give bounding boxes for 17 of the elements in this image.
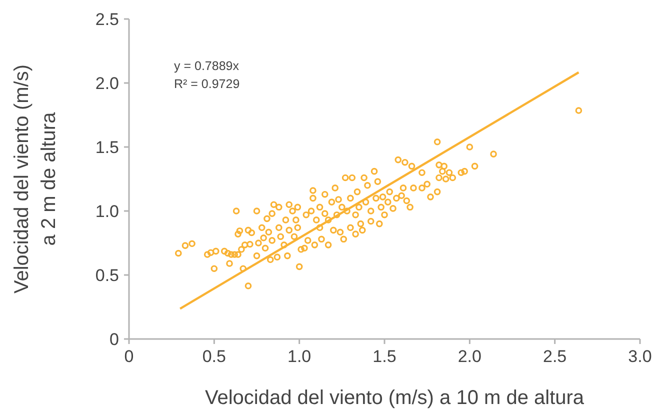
y-tick-label: 2.5 [95, 10, 119, 29]
y-tick-label: 1.5 [95, 138, 119, 157]
x-tick-label: 0.5 [202, 347, 226, 366]
y-tick-label: 0.5 [95, 266, 119, 285]
y-tick-label: 1.0 [95, 202, 119, 221]
y-axis-title: Velocidad del viento (m/s) a 2 m de altura [11, 64, 60, 294]
y-tick-label: 2.0 [95, 74, 119, 93]
x-tick-label: 1.0 [288, 347, 312, 366]
annotation: y = 0.7889x [174, 59, 240, 73]
x-axis-title: Velocidad del viento (m/s) a 10 m de altura [204, 387, 585, 409]
y-tick-label: 0 [110, 330, 119, 349]
x-tick-label: 2.5 [543, 347, 567, 366]
x-tick-label: 3.0 [628, 347, 652, 366]
x-tick-label: 1.5 [372, 347, 396, 366]
annotation: R² = 0.9729 [174, 77, 240, 91]
x-tick-label: 0 [124, 347, 134, 366]
x-tick-label: 2.0 [458, 347, 482, 366]
